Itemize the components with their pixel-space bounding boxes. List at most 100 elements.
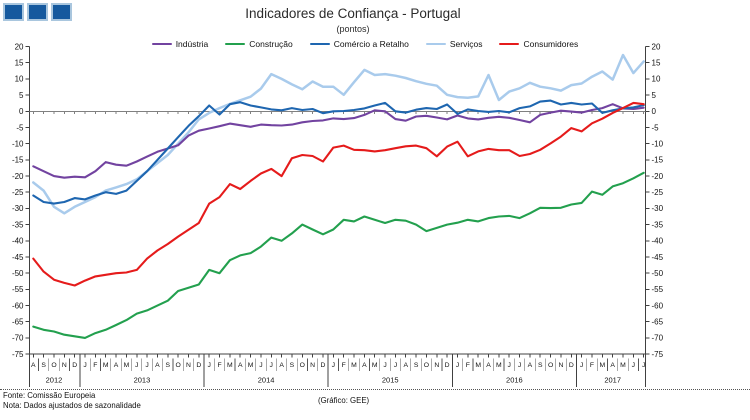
chart-subtitle: (pontos) — [336, 24, 370, 34]
svg-text:-45: -45 — [652, 253, 664, 262]
svg-text:N: N — [310, 362, 315, 369]
svg-text:2015: 2015 — [382, 376, 399, 385]
svg-text:J: J — [259, 362, 262, 369]
svg-text:-40: -40 — [652, 237, 664, 246]
svg-text:-10: -10 — [12, 139, 24, 148]
svg-text:-25: -25 — [652, 188, 664, 197]
svg-text:J: J — [632, 362, 635, 369]
svg-text:J: J — [383, 362, 386, 369]
svg-text:-45: -45 — [12, 253, 24, 262]
x-axis — [29, 353, 646, 358]
legend-label: Comércio a Retalho — [333, 39, 409, 49]
svg-text:M: M — [103, 362, 109, 369]
footer-grafico: (Gráfico: GEE) — [318, 396, 370, 405]
svg-text:J: J — [207, 362, 210, 369]
chart-legend: Indústria Construção Comércio a Retalho Ser… — [0, 39, 730, 49]
svg-text:A: A — [155, 362, 160, 369]
svg-text:-5: -5 — [16, 123, 24, 132]
svg-text:A: A — [362, 362, 367, 369]
svg-text:S: S — [290, 362, 295, 369]
svg-text:-70: -70 — [12, 334, 24, 343]
svg-text:-10: -10 — [652, 139, 664, 148]
legend-label: Serviços — [449, 39, 483, 49]
series-line-5 — [32, 101, 645, 287]
svg-text:F: F — [342, 362, 346, 369]
svg-text:M: M — [599, 362, 605, 369]
svg-text:S: S — [41, 362, 46, 369]
svg-text:-70: -70 — [652, 334, 664, 343]
svg-text:-40: -40 — [12, 237, 24, 246]
legend-line-swatch — [151, 42, 172, 46]
svg-text:F: F — [466, 362, 470, 369]
legend-line-swatch — [309, 42, 330, 46]
svg-text:S: S — [166, 362, 171, 369]
svg-text:M: M — [475, 362, 481, 369]
svg-text:2012: 2012 — [46, 376, 63, 385]
svg-text:J: J — [270, 362, 273, 369]
svg-text:0: 0 — [652, 107, 657, 116]
year-labels: 2012 2013 2014 2015 2016 2017 — [46, 354, 621, 387]
legend-item: Serviços — [425, 39, 483, 49]
legend-label: Consumidores — [523, 39, 579, 49]
svg-text:2014: 2014 — [258, 376, 275, 385]
svg-text:N: N — [62, 362, 67, 369]
svg-text:J: J — [135, 362, 138, 369]
svg-text:O: O — [175, 362, 180, 369]
svg-text:-55: -55 — [12, 285, 24, 294]
legend-line-swatch — [225, 42, 246, 46]
svg-text:-60: -60 — [12, 301, 24, 310]
svg-text:O: O — [424, 362, 429, 369]
logo-square — [3, 3, 24, 21]
svg-text:5: 5 — [19, 91, 24, 100]
svg-text:0: 0 — [19, 107, 24, 116]
svg-text:-5: -5 — [652, 123, 660, 132]
logo-square — [27, 3, 48, 21]
footer-divider — [0, 389, 750, 390]
svg-text:A: A — [528, 362, 533, 369]
svg-text:-30: -30 — [652, 204, 664, 213]
y-axis-ticks: 20 20 15 15 10 10 5 5 0 0 -5 -5 -10 -10 -15 -15 -20 -20 -2… — [12, 42, 664, 359]
svg-text:O: O — [548, 362, 553, 369]
svg-text:-50: -50 — [652, 269, 664, 278]
series-line-3 — [32, 99, 645, 205]
svg-text:-55: -55 — [652, 285, 664, 294]
svg-text:A: A — [114, 362, 119, 369]
svg-text:M: M — [351, 362, 357, 369]
legend-label: Construção — [249, 39, 293, 49]
svg-text:-75: -75 — [12, 350, 24, 359]
svg-text:-65: -65 — [12, 318, 24, 327]
svg-text:D: D — [72, 362, 77, 369]
svg-text:-30: -30 — [12, 204, 24, 213]
svg-text:2017: 2017 — [604, 376, 621, 385]
svg-text:F: F — [93, 362, 97, 369]
footer-nota: Nota: Dados ajustados de sazonalidade — [3, 400, 141, 410]
svg-text:D: D — [445, 362, 450, 369]
svg-text:-20: -20 — [652, 172, 664, 181]
svg-text:2016: 2016 — [506, 376, 523, 385]
svg-text:10: 10 — [652, 75, 661, 84]
series-line-2 — [32, 171, 645, 339]
svg-text:J: J — [518, 362, 521, 369]
svg-text:M: M — [227, 362, 233, 369]
svg-text:N: N — [434, 362, 439, 369]
svg-text:D: D — [196, 362, 201, 369]
legend-line-swatch — [499, 42, 520, 46]
legend-item: Comércio a Retalho — [309, 39, 409, 49]
svg-text:S: S — [414, 362, 419, 369]
svg-text:-15: -15 — [652, 156, 664, 165]
svg-text:-50: -50 — [12, 269, 24, 278]
svg-text:J: J — [580, 362, 583, 369]
legend-item: Indústria — [151, 39, 208, 49]
svg-text:M: M — [496, 362, 502, 369]
svg-text:N: N — [186, 362, 191, 369]
svg-text:A: A — [279, 362, 284, 369]
svg-text:M: M — [372, 362, 378, 369]
series-line-4 — [32, 53, 645, 215]
svg-text:20: 20 — [15, 42, 24, 51]
svg-text:M: M — [124, 362, 130, 369]
chart-title: Indicadores de Confiança - Portugal — [245, 6, 461, 21]
gee-logo — [3, 3, 72, 21]
svg-text:20: 20 — [652, 42, 661, 51]
